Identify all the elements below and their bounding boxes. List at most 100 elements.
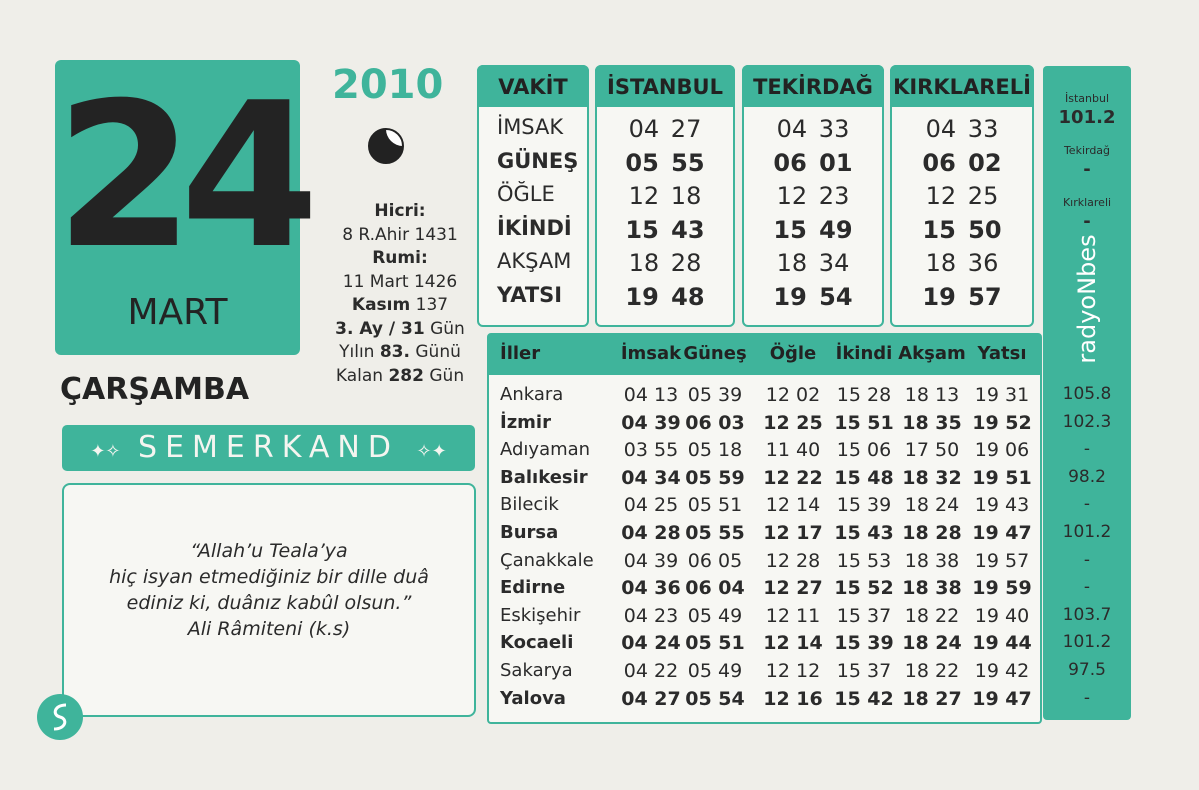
info-line: 11 Mart 1426: [320, 271, 480, 295]
column-header: TEKİRDAĞ: [742, 65, 884, 107]
brand: SEMERKAND: [138, 430, 399, 465]
city-time: 12 12: [765, 660, 821, 682]
city-time: 04 22: [623, 660, 679, 682]
radio-freq: -: [1083, 577, 1091, 598]
column-box: [595, 65, 735, 327]
radio-freq: 105.8: [1062, 384, 1112, 404]
prayer-name: GÜNEŞ: [497, 148, 579, 173]
prayer-time: 06 02: [922, 148, 1002, 177]
city-time: 15 51: [834, 411, 894, 434]
prayer-time: 04 33: [776, 115, 850, 143]
info-text: Rumi:: [372, 248, 428, 268]
city-time: 19 47: [972, 522, 1032, 544]
city-time: 15 06: [836, 439, 892, 462]
city-name: İzmir: [500, 411, 551, 433]
radio-city: İstanbul: [1064, 92, 1109, 105]
prayer-time: 19 54: [773, 282, 853, 311]
city-time: 12 14: [765, 494, 821, 517]
prayer-time: 04 27: [628, 115, 702, 143]
city-name: Adıyaman: [500, 439, 591, 461]
prayer-name: İKİNDİ: [497, 215, 572, 240]
moon-icon: [368, 128, 404, 164]
city-time: 15 28: [836, 384, 892, 406]
column-header: İSTANBUL: [595, 65, 735, 107]
city-header-cell: İmsak: [620, 343, 682, 364]
info-text: Hicri:: [374, 201, 426, 221]
info-line: Kalan 282 Gün: [320, 365, 480, 389]
city-time: 19 51: [972, 466, 1032, 489]
city-time: 15 42: [834, 687, 894, 710]
city-time: 05 39: [687, 384, 743, 406]
info-block: Hicri: 8 R.Ahir 1431 Rumi: 11 Mart 1426 Kası…: [320, 200, 480, 388]
city-time: 04 34: [621, 466, 681, 489]
city-time: 18 38: [904, 549, 960, 572]
prayer-time: 18 28: [628, 249, 702, 277]
city-time: 05 18: [687, 439, 743, 462]
prayer-time: 05 55: [625, 148, 705, 177]
radio-freq: -: [1083, 549, 1091, 570]
city-time: 05 49: [687, 660, 743, 682]
city-time: 04 25: [623, 494, 679, 517]
city-time: 18 35: [902, 411, 962, 434]
radio-city: Tekirdağ: [1063, 144, 1111, 157]
city-time: 18 32: [902, 466, 962, 489]
info-line: 8 R.Ahir 1431: [320, 224, 480, 248]
year: 2010: [332, 62, 444, 108]
radio-strip: [1043, 66, 1131, 720]
city-time: 19 31: [974, 384, 1030, 406]
prayer-time: 18 34: [776, 249, 850, 277]
radio-freq: -: [1083, 687, 1091, 708]
info-text: Günü: [415, 342, 461, 362]
city-name: Yalova: [500, 687, 566, 709]
city-header-cell: İkindi: [835, 343, 893, 364]
city-time: 12 27: [763, 577, 823, 600]
quote-line: Ali Râmiteni (k.s): [187, 618, 351, 640]
city-time: 19 57: [974, 549, 1030, 572]
day-panel: [55, 60, 300, 355]
info-text: 8 R.Ahir 1431: [342, 224, 458, 245]
day-number: 24: [55, 60, 319, 293]
weekday: ÇARŞAMBA: [60, 372, 250, 407]
prayer-name: ÖĞLE: [497, 182, 555, 206]
city-time: 15 37: [836, 660, 892, 682]
city-time: 15 48: [834, 466, 894, 489]
column-box: [890, 65, 1034, 327]
radio-freq: 101.2: [1058, 107, 1116, 128]
radio-freq: 97.5: [1068, 660, 1106, 680]
city-name: Bilecik: [500, 494, 559, 516]
info-text: Gün: [430, 318, 465, 339]
prayer-time: 15 43: [625, 215, 705, 244]
city-time: 18 24: [904, 494, 960, 517]
radio-freq: -: [1083, 211, 1091, 232]
city-time: 12 16: [763, 687, 823, 710]
city-time: 06 03: [685, 411, 745, 434]
radio-freq: 103.7: [1062, 604, 1112, 625]
radio-freq: -: [1083, 494, 1091, 515]
city-time: 19 42: [974, 660, 1030, 682]
city-header-cell: Yatsı: [977, 343, 1027, 364]
city-time: 12 28: [765, 549, 821, 572]
city-time: 19 59: [972, 577, 1032, 600]
prayer-time: 19 57: [922, 282, 1002, 311]
prayer-time: 15 49: [773, 215, 853, 244]
city-table: [487, 333, 1042, 724]
city-time: 04 24: [621, 632, 681, 655]
city-name: Çanakkale: [500, 549, 594, 571]
info-line: Kasım 137: [320, 294, 480, 318]
city-time: 05 54: [685, 687, 745, 710]
city-header-cell: İller: [500, 343, 541, 364]
city-time: 15 43: [834, 522, 894, 544]
city-time: 05 49: [687, 604, 743, 627]
info-line: Hicri:: [320, 200, 480, 224]
city-time: 04 23: [623, 604, 679, 627]
city-time: 19 40: [974, 604, 1030, 627]
prayer-time: 12 25: [925, 182, 999, 210]
city-time: 05 51: [685, 632, 745, 655]
city-time: 05 55: [685, 522, 745, 544]
prayer-time: 15 50: [922, 215, 1002, 244]
city-header-cell: Güneş: [683, 343, 747, 364]
quote-box: [62, 483, 476, 717]
prayer-time: 12 23: [776, 182, 850, 210]
radio-freq: -: [1083, 159, 1091, 180]
prayer-name: AKŞAM: [497, 249, 572, 273]
